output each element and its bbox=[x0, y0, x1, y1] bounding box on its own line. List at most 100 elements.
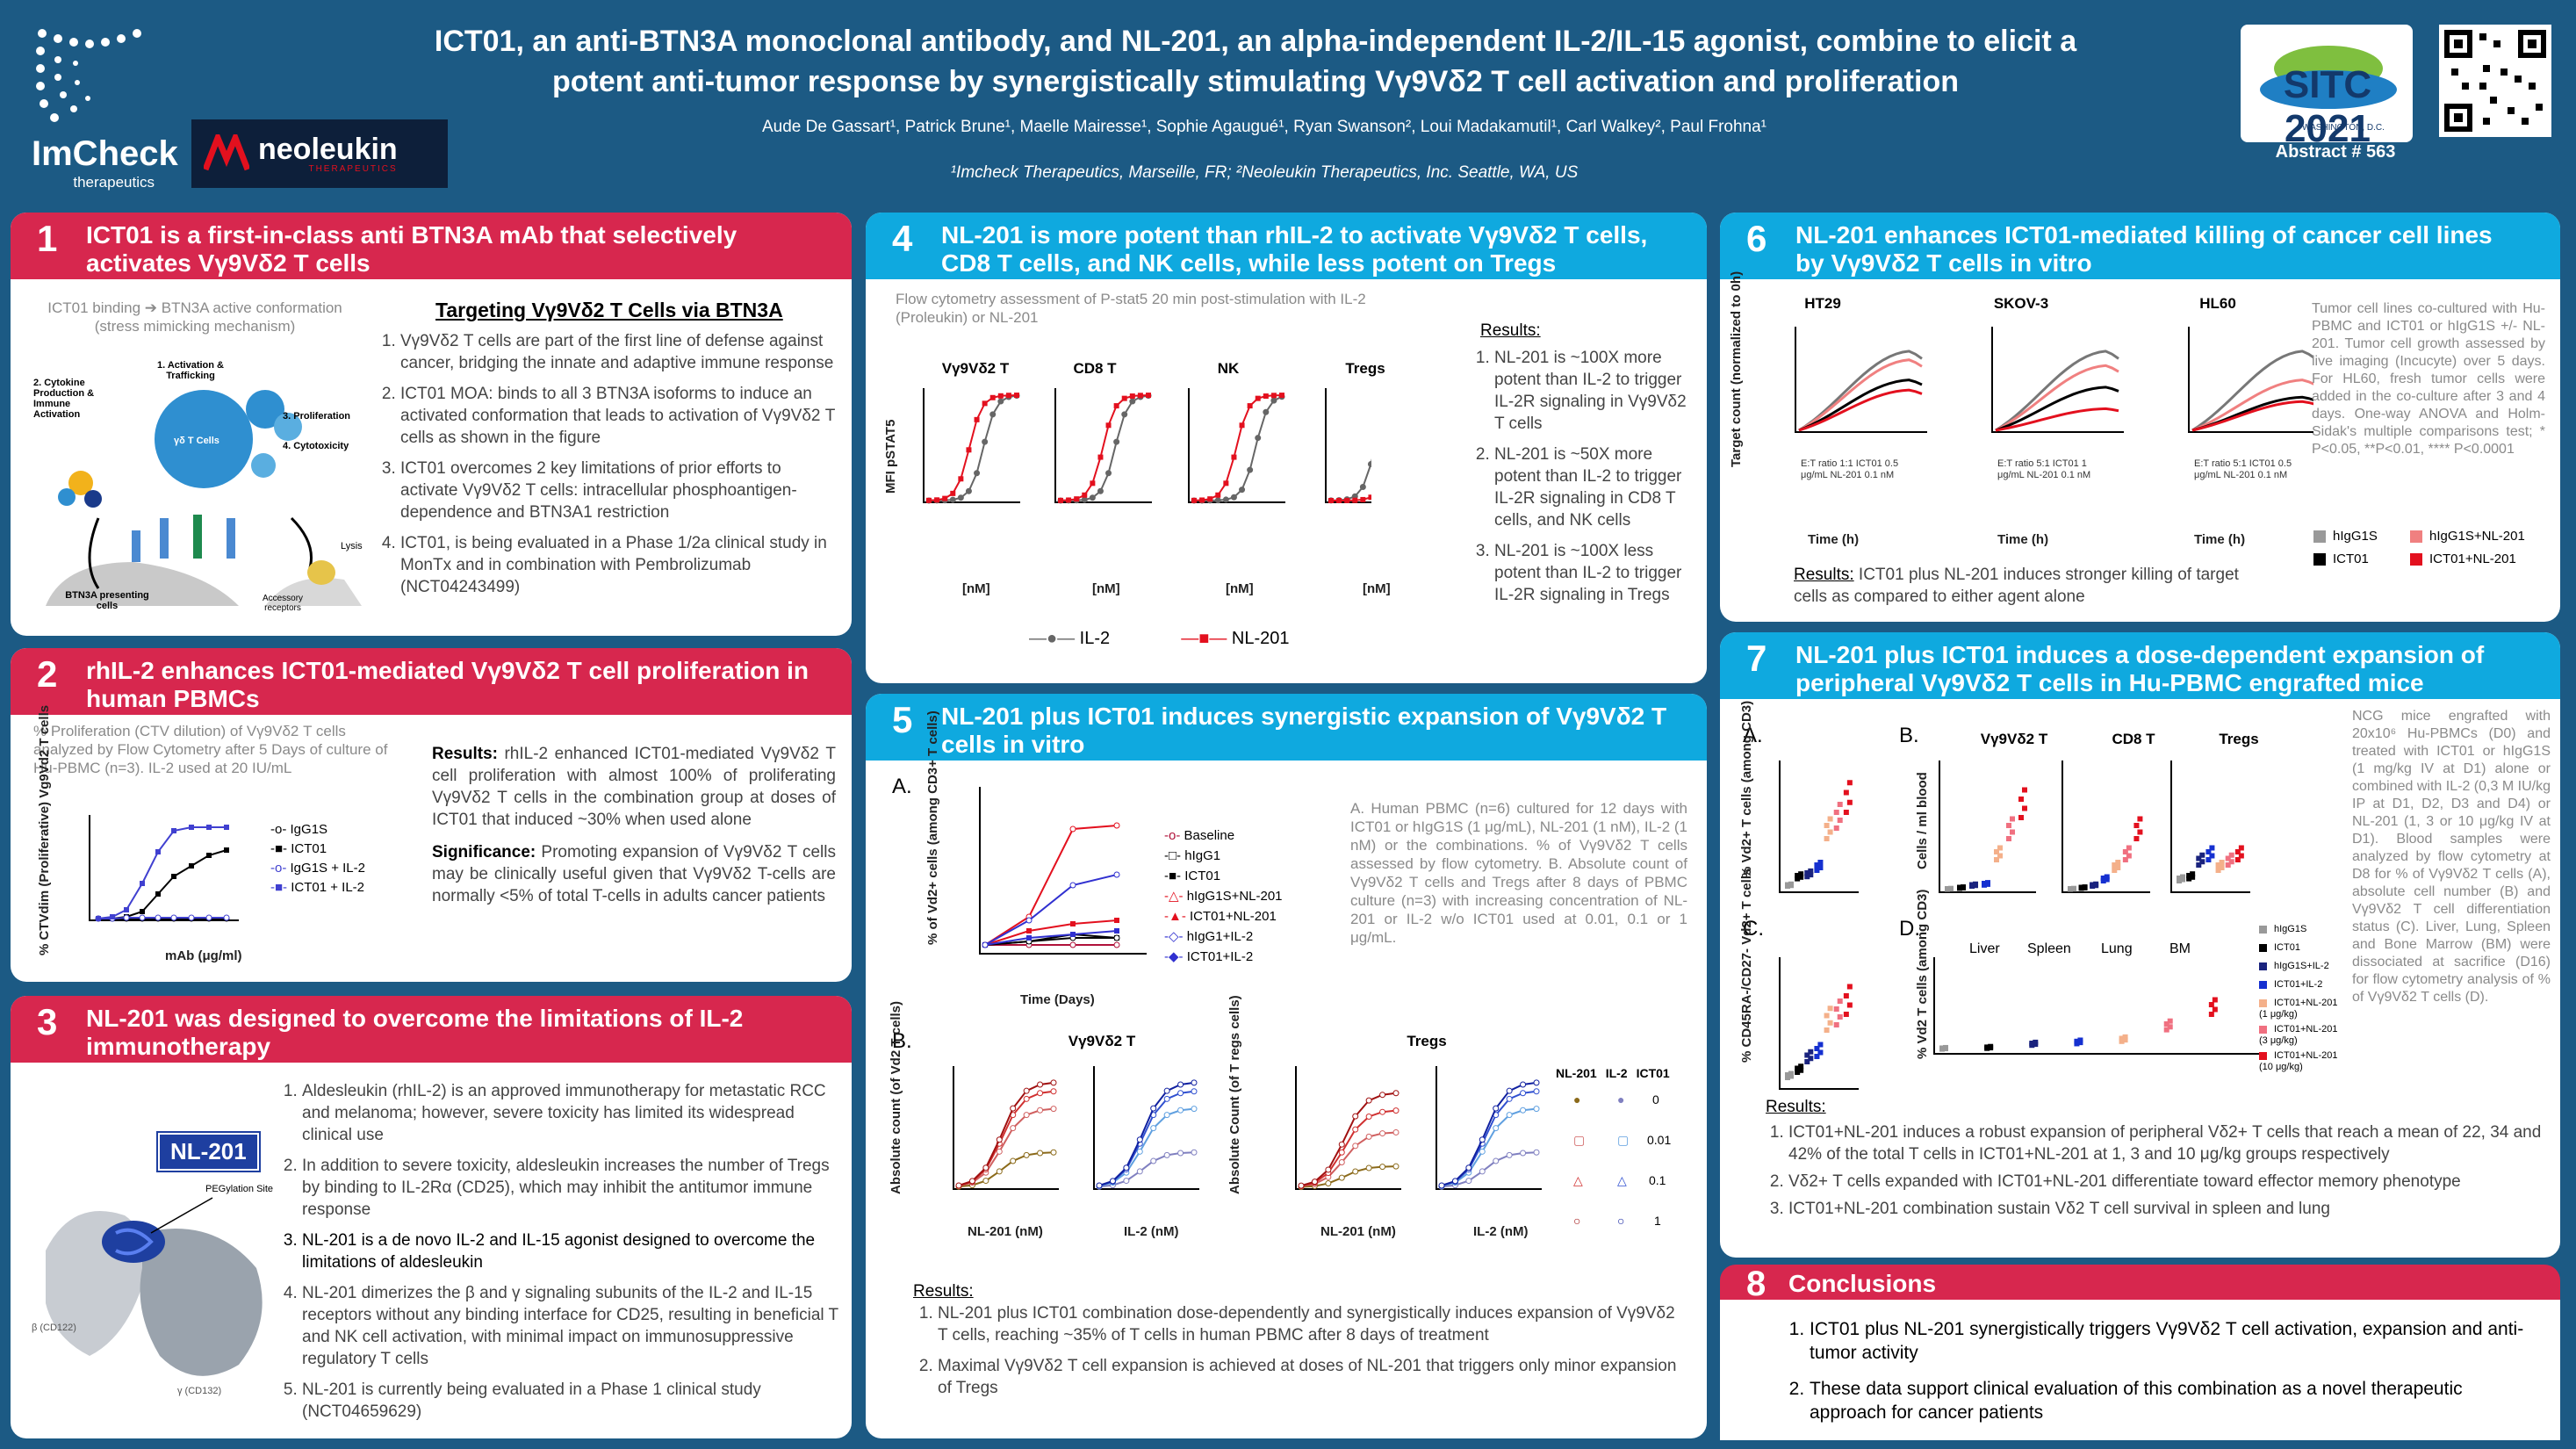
p5-b-xlabel-4: IL-2 (nM) bbox=[1473, 1224, 1529, 1239]
p5b-0-0-point bbox=[1010, 1157, 1017, 1164]
p7-b3-dot bbox=[2205, 849, 2212, 854]
p3-site-label: PEGylation Site bbox=[205, 1184, 274, 1194]
p7-c-dot bbox=[1795, 1070, 1801, 1075]
p4-nl201-1-line bbox=[1060, 394, 1149, 501]
p7-d-dot bbox=[2122, 1034, 2128, 1040]
p4-il2-2-point bbox=[1222, 496, 1229, 503]
p3-list: Aldesleukin (rhIL-2) is an approved immu… bbox=[279, 1080, 841, 1431]
p4-nl201-3-point bbox=[1360, 496, 1366, 502]
p7-d-dot bbox=[2163, 1027, 2169, 1033]
p5-legend-higg1s-nl201: -△- hIgG1S+NL-201 bbox=[1164, 889, 1283, 904]
p7-a-ylabel: % Vd2+ T cells (among CD3) bbox=[1739, 700, 1754, 878]
panel-8-header: 8 Conclusions bbox=[1720, 1265, 2560, 1303]
p5b-2-2-point bbox=[1338, 1149, 1345, 1156]
p7-b1-dot bbox=[2010, 816, 2015, 822]
p7-b2-dot bbox=[2112, 862, 2118, 868]
p5a-series-3-line bbox=[984, 919, 1118, 946]
p6-title-skov3: SKOV-3 bbox=[1993, 295, 2049, 312]
p5a-series-6-point bbox=[1025, 917, 1033, 924]
p7-b3-dot bbox=[2238, 845, 2244, 851]
p5b-3-1-point bbox=[1493, 1125, 1500, 1132]
panel-1: 1 ICT01 is a first-in-class anti BTN3A m… bbox=[11, 213, 852, 636]
p7-b2-dot bbox=[2090, 882, 2096, 888]
p5b-1-1-point bbox=[1136, 1148, 1143, 1155]
p7-b1-dot bbox=[1961, 884, 1966, 890]
p7-d-dot bbox=[2074, 1038, 2080, 1044]
p4-il2-2-point bbox=[1230, 494, 1237, 501]
p4-nl201-0-point bbox=[934, 497, 940, 503]
p5b-3-1-line bbox=[1441, 1107, 1537, 1187]
p7-b3-dot bbox=[2199, 859, 2205, 865]
imcheck-sub: therapeutics bbox=[73, 174, 155, 191]
p7-b3-dot bbox=[2215, 862, 2221, 868]
p4-il2-2-point bbox=[1247, 466, 1254, 473]
p4-nl201-3-point bbox=[1328, 497, 1334, 503]
p5b-0-3-point bbox=[1023, 1087, 1030, 1094]
p1-label-activation: 1. Activation & Trafficking bbox=[157, 360, 224, 381]
p2-legend: -o- IgG1S -■- ICT01 -o- IgG1S + IL-2 -■-… bbox=[270, 820, 365, 898]
p4-il2-3-line bbox=[1330, 458, 1371, 501]
p5b-0-2-point bbox=[1023, 1095, 1030, 1102]
p2-series-igg1s-il2-point bbox=[123, 914, 130, 921]
p7-c bbox=[1779, 957, 1859, 1090]
p7-d-dot bbox=[2119, 1038, 2125, 1044]
p4-title-vg9vd2: Vγ9Vδ2 T bbox=[941, 360, 1010, 377]
p7-b3-dot bbox=[2186, 873, 2192, 878]
p6-xlabel-2: Time (h) bbox=[1997, 532, 2049, 547]
p4-charts bbox=[923, 388, 1371, 504]
panel-8-title: Conclusions bbox=[1788, 1270, 1937, 1297]
p7-c-ylabel: % CD45RA-/CD27- Vd2+ T cells bbox=[1739, 868, 1754, 1063]
p6-title-hl60: HL60 bbox=[2199, 295, 2236, 312]
p4-nl201-3-point bbox=[1344, 497, 1350, 503]
p5b-2-0-point bbox=[1338, 1174, 1345, 1181]
p7-b2-dot bbox=[2068, 886, 2073, 891]
p5b-1-1-point bbox=[1177, 1107, 1184, 1114]
p1-fig-caption: ICT01 binding ➔ BTN3A active conformatio… bbox=[37, 299, 353, 335]
p2-legend-ict01-il2: -■- ICT01 + IL-2 bbox=[270, 880, 365, 895]
panel-1-header: 1 ICT01 is a first-in-class anti BTN3A m… bbox=[11, 213, 852, 279]
p4-nl201-0-point bbox=[966, 447, 972, 453]
p4-title-nk: NK bbox=[1217, 360, 1240, 377]
p4-nl201-0-point bbox=[989, 394, 996, 400]
p7-d-dot bbox=[2212, 1006, 2218, 1013]
p5b-0-1-point bbox=[996, 1148, 1003, 1155]
p4-nl201-2-point bbox=[1191, 497, 1197, 503]
p4-axes-2 bbox=[1188, 388, 1285, 503]
p7-a-dot bbox=[1824, 836, 1830, 841]
p4-nl201-2-point bbox=[1223, 480, 1229, 487]
p7-c-dot bbox=[1814, 1054, 1820, 1059]
p5b-1-1-point bbox=[1150, 1125, 1157, 1132]
p5b-1-3-point bbox=[1096, 1182, 1103, 1189]
p5-result-1: NL-201 plus ICT01 combination dose-depen… bbox=[938, 1302, 1686, 1346]
p5a-series-2-line bbox=[984, 937, 1117, 946]
p4-title-cd8: CD8 T bbox=[1073, 360, 1117, 377]
p6-series-2-3 bbox=[2191, 400, 2313, 432]
p2-results-text: rhIL-2 enhanced ICT01-mediated Vγ9Vδ2 T … bbox=[432, 745, 837, 829]
p1-label-cytokine: 2. Cytokine Production & Immune Activati… bbox=[33, 378, 95, 420]
p7-b1-dot bbox=[2006, 823, 2011, 828]
p1-fig-caption-1: ICT01 binding ➔ BTN3A active conformatio… bbox=[47, 299, 342, 316]
p7-d-dot bbox=[1939, 1045, 1945, 1051]
p7-b1-dot bbox=[1997, 845, 2003, 851]
p3-item-1: Aldesleukin (rhIL-2) is an approved immu… bbox=[302, 1080, 841, 1146]
p6-series-1-2 bbox=[1995, 386, 2119, 432]
authors: Aude De Gassart¹, Patrick Brune¹, Maelle… bbox=[761, 118, 1767, 136]
p4-il2-0-point bbox=[949, 496, 956, 503]
p7-b1-dot bbox=[1957, 884, 1962, 890]
p5b-2-0-point bbox=[1365, 1164, 1372, 1171]
p6-legend-higg1s-nl201: hIgG1S+NL-201 bbox=[2410, 525, 2525, 548]
p7-b3-dot bbox=[2209, 853, 2215, 859]
p7-a-dot bbox=[1837, 818, 1843, 823]
p4-nl201-1-point bbox=[1113, 403, 1119, 409]
p2-axes bbox=[89, 815, 239, 921]
p7-d-dot bbox=[2167, 1018, 2173, 1024]
p7-b1-dot bbox=[1994, 857, 1999, 862]
qr-code[interactable] bbox=[2439, 25, 2551, 137]
p5b-0-0-point bbox=[982, 1178, 989, 1185]
p4-il2-1-line bbox=[1060, 394, 1149, 501]
p5b-1-1-point bbox=[1163, 1112, 1170, 1119]
p2-series-ict01-point bbox=[206, 853, 212, 858]
p7-b2-dot bbox=[2133, 836, 2140, 841]
p5b-0-0-point bbox=[1037, 1150, 1044, 1157]
p4-il2-2-point bbox=[1255, 435, 1262, 442]
